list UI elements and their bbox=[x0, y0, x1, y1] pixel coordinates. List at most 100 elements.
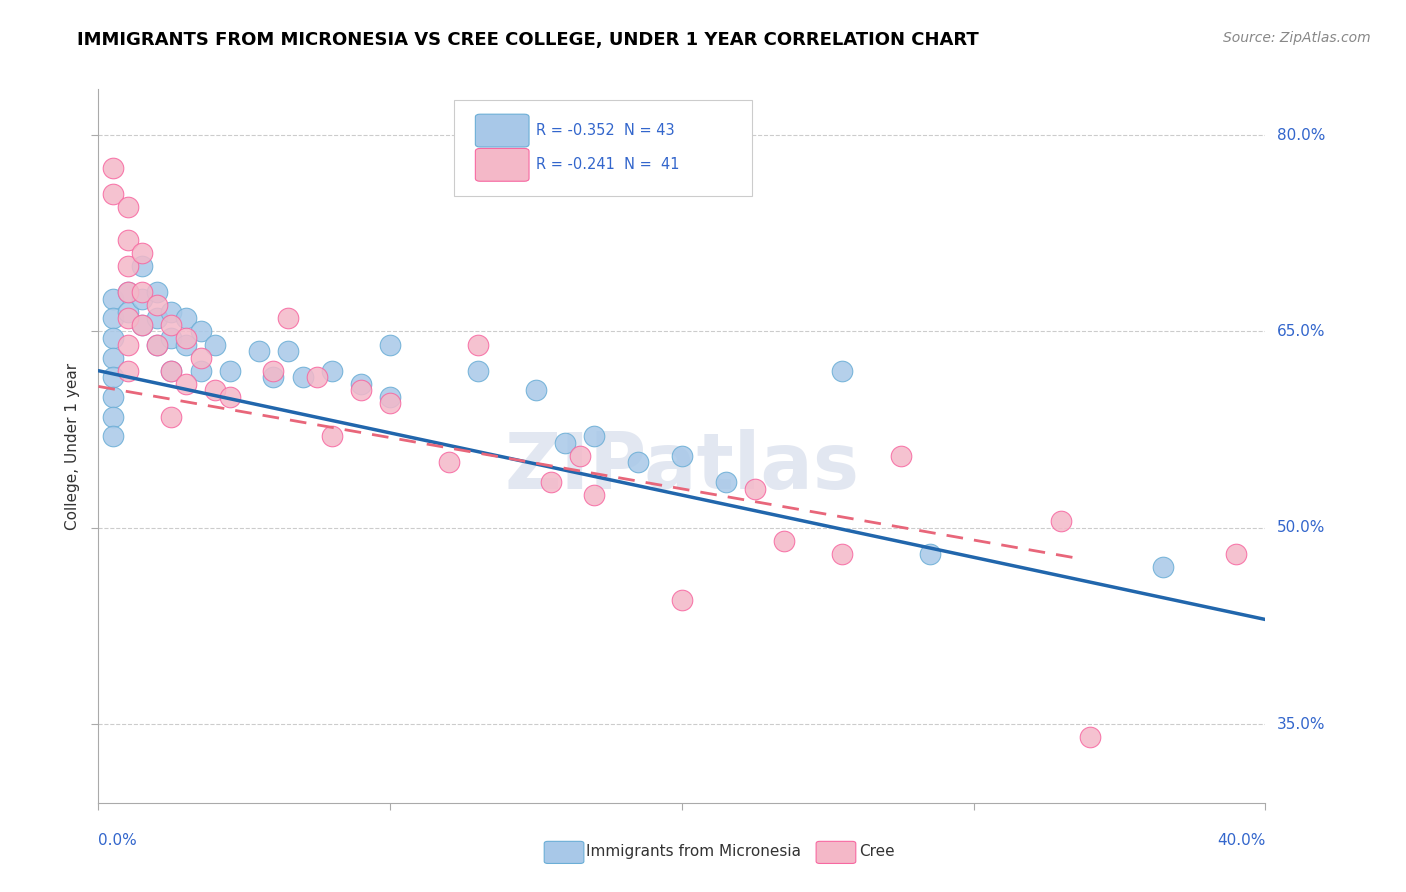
Point bbox=[146, 337, 169, 351]
Point bbox=[262, 364, 284, 378]
Text: R = -0.241  N =  41: R = -0.241 N = 41 bbox=[536, 157, 679, 172]
Point bbox=[101, 186, 124, 201]
Text: Immigrants from Micronesia: Immigrants from Micronesia bbox=[586, 844, 801, 859]
Point bbox=[117, 259, 139, 273]
Point bbox=[117, 311, 139, 326]
Point bbox=[1225, 547, 1247, 561]
Point bbox=[160, 364, 183, 378]
Point bbox=[918, 547, 941, 561]
Point bbox=[117, 200, 139, 214]
Point bbox=[131, 285, 153, 300]
Point bbox=[101, 292, 124, 306]
Point bbox=[1080, 731, 1102, 745]
Point bbox=[117, 364, 139, 378]
Point bbox=[160, 331, 183, 345]
Point bbox=[117, 285, 139, 300]
Point bbox=[190, 364, 212, 378]
Point bbox=[524, 384, 547, 398]
Point bbox=[101, 370, 124, 384]
Point bbox=[101, 351, 124, 365]
Text: IMMIGRANTS FROM MICRONESIA VS CREE COLLEGE, UNDER 1 YEAR CORRELATION CHART: IMMIGRANTS FROM MICRONESIA VS CREE COLLE… bbox=[77, 31, 979, 49]
Text: Cree: Cree bbox=[859, 844, 894, 859]
Point bbox=[671, 449, 693, 463]
Point bbox=[146, 285, 169, 300]
Point bbox=[773, 533, 796, 548]
Point bbox=[117, 305, 139, 319]
Point bbox=[204, 384, 226, 398]
FancyBboxPatch shape bbox=[815, 841, 856, 863]
Point bbox=[554, 435, 576, 450]
Point bbox=[160, 364, 183, 378]
Point bbox=[890, 449, 912, 463]
Text: 65.0%: 65.0% bbox=[1277, 324, 1324, 339]
Point bbox=[1050, 514, 1073, 528]
Y-axis label: College, Under 1 year: College, Under 1 year bbox=[65, 362, 80, 530]
Point bbox=[131, 318, 153, 332]
Point bbox=[467, 364, 489, 378]
Point bbox=[174, 331, 197, 345]
Point bbox=[277, 344, 299, 359]
FancyBboxPatch shape bbox=[475, 114, 529, 147]
Point bbox=[190, 325, 212, 339]
Point bbox=[117, 285, 139, 300]
Point bbox=[380, 396, 402, 410]
Point bbox=[568, 449, 591, 463]
Point bbox=[467, 337, 489, 351]
Point bbox=[380, 390, 402, 404]
Text: R = -0.352  N = 43: R = -0.352 N = 43 bbox=[536, 123, 675, 138]
Text: 50.0%: 50.0% bbox=[1277, 520, 1324, 535]
Point bbox=[101, 409, 124, 424]
Point bbox=[146, 337, 169, 351]
Point bbox=[131, 318, 153, 332]
Text: 35.0%: 35.0% bbox=[1277, 717, 1324, 731]
Point bbox=[101, 331, 124, 345]
Point bbox=[160, 409, 183, 424]
Text: 80.0%: 80.0% bbox=[1277, 128, 1324, 143]
Point bbox=[307, 370, 329, 384]
Point bbox=[291, 370, 314, 384]
FancyBboxPatch shape bbox=[544, 841, 583, 863]
Point bbox=[174, 311, 197, 326]
Point bbox=[174, 337, 197, 351]
Point bbox=[831, 547, 853, 561]
Point bbox=[174, 376, 197, 391]
Point bbox=[160, 305, 183, 319]
Point bbox=[744, 482, 766, 496]
FancyBboxPatch shape bbox=[454, 100, 752, 196]
Point bbox=[131, 259, 153, 273]
Point bbox=[117, 233, 139, 247]
Point bbox=[540, 475, 562, 489]
Point bbox=[101, 390, 124, 404]
Point bbox=[277, 311, 299, 326]
Point bbox=[437, 455, 460, 469]
Point bbox=[101, 161, 124, 175]
Point bbox=[380, 337, 402, 351]
Point bbox=[146, 298, 169, 312]
FancyBboxPatch shape bbox=[475, 148, 529, 181]
Point bbox=[117, 337, 139, 351]
Point bbox=[101, 429, 124, 443]
Text: Source: ZipAtlas.com: Source: ZipAtlas.com bbox=[1223, 31, 1371, 45]
Point bbox=[627, 455, 650, 469]
Point bbox=[204, 337, 226, 351]
Text: 0.0%: 0.0% bbox=[98, 833, 138, 848]
Point bbox=[218, 364, 240, 378]
Point bbox=[131, 292, 153, 306]
Point bbox=[1152, 560, 1174, 574]
Point bbox=[321, 364, 343, 378]
Point bbox=[714, 475, 737, 489]
Point bbox=[146, 311, 169, 326]
Point bbox=[831, 364, 853, 378]
Point bbox=[671, 592, 693, 607]
Point bbox=[218, 390, 240, 404]
Point bbox=[160, 318, 183, 332]
Point bbox=[350, 376, 373, 391]
Point bbox=[247, 344, 270, 359]
Text: ZIPatlas: ZIPatlas bbox=[505, 429, 859, 506]
Point bbox=[583, 488, 606, 502]
Point bbox=[321, 429, 343, 443]
Point bbox=[131, 245, 153, 260]
Point bbox=[350, 384, 373, 398]
Point bbox=[583, 429, 606, 443]
Text: 40.0%: 40.0% bbox=[1218, 833, 1265, 848]
